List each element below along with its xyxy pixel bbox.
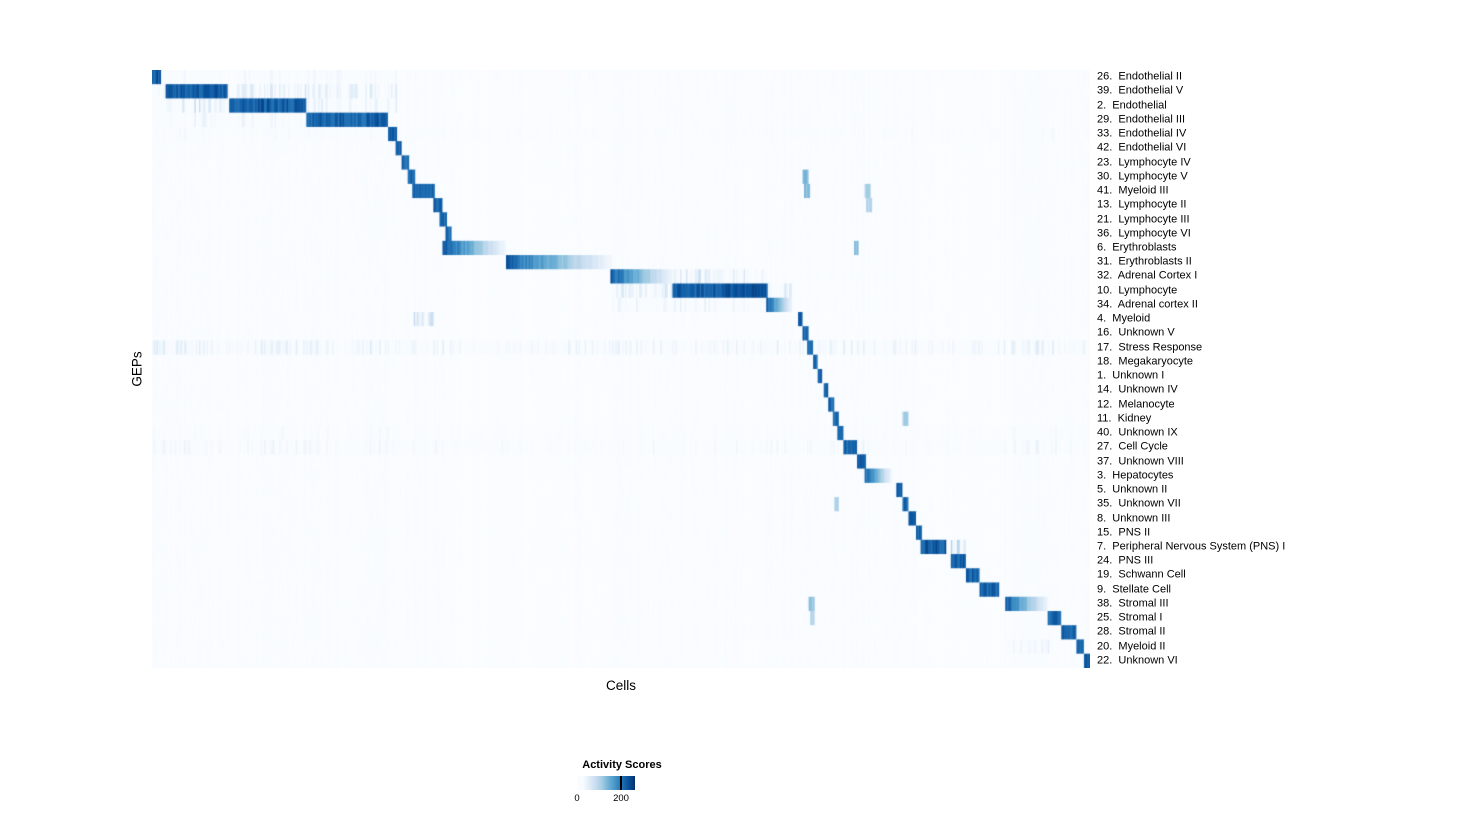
row-label: 29. Endothelial III <box>1097 113 1186 126</box>
row-label: 26. Endothelial II <box>1097 70 1183 83</box>
legend-tick-max: 200 <box>613 793 629 804</box>
row-label: 4. Myeloid <box>1097 312 1151 325</box>
legend: Activity Scores 0 200 <box>547 759 697 804</box>
row-label: 14. Unknown IV <box>1097 383 1178 396</box>
row-label: 42. Endothelial VI <box>1097 141 1187 154</box>
row-label: 19. Schwann Cell <box>1097 568 1186 581</box>
legend-colorbar-wrap: 0 200 <box>574 776 635 804</box>
legend-colorbar-gradient <box>577 776 635 790</box>
row-label: 17. Stress Response <box>1097 341 1203 354</box>
x-axis-title: Cells <box>605 678 636 693</box>
row-label: 9. Stellate Cell <box>1097 583 1171 596</box>
row-label: 11. Kidney <box>1097 412 1152 425</box>
row-label: 39. Endothelial V <box>1097 84 1184 97</box>
row-label: 3. Hepatocytes <box>1097 469 1174 482</box>
row-label: 25. Stromal I <box>1097 611 1163 624</box>
row-label: 22. Unknown VI <box>1097 654 1178 667</box>
row-label: 24. PNS III <box>1097 554 1154 567</box>
row-label: 23. Lymphocyte IV <box>1097 156 1191 169</box>
row-label: 2. Endothelial <box>1097 99 1167 112</box>
row-label: 13. Lymphocyte II <box>1097 198 1187 211</box>
row-label: 41. Myeloid III <box>1097 184 1169 197</box>
row-label: 12. Melanocyte <box>1097 398 1175 411</box>
row-label: 16. Unknown V <box>1097 326 1175 339</box>
row-label: 21. Lymphocyte III <box>1097 213 1190 225</box>
heatmap-canvas <box>152 70 1090 668</box>
row-label: 31. Erythroblasts II <box>1097 255 1192 268</box>
row-label: 8. Unknown III <box>1097 512 1171 524</box>
row-label: 32. Adrenal Cortex I <box>1097 269 1198 282</box>
row-label: 30. Lymphocyte V <box>1097 170 1188 183</box>
row-labels: 26. Endothelial II 39. Endothelial V 2. En… <box>1097 70 1457 668</box>
row-label: 5. Unknown II <box>1097 483 1168 496</box>
row-label: 35. Unknown VII <box>1097 497 1181 510</box>
row-label: 36. Lymphocyte VI <box>1097 227 1191 240</box>
row-label: 38. Stromal III <box>1097 597 1169 610</box>
row-label: 18. Megakaryocyte <box>1097 355 1193 368</box>
row-label: 15. PNS II <box>1097 526 1151 539</box>
row-label: 33. Endothelial IV <box>1097 127 1187 140</box>
row-label: 37. Unknown VIII <box>1097 455 1184 468</box>
row-label: 6. Erythroblasts <box>1097 241 1177 254</box>
row-label: 10. Lymphocyte <box>1097 284 1178 297</box>
row-label: 1. Unknown I <box>1097 369 1165 382</box>
row-label: 34. Adrenal cortex II <box>1097 298 1198 311</box>
row-label: 7. Peripheral Nervous System (PNS) I <box>1097 540 1286 553</box>
legend-tick-min: 0 <box>574 793 580 804</box>
legend-title: Activity Scores <box>582 759 662 771</box>
row-label: 27. Cell Cycle <box>1097 440 1168 453</box>
row-label: 20. Myeloid II <box>1097 640 1166 653</box>
y-axis-title: GEPs <box>129 351 145 387</box>
legend-tick-mark-200 <box>620 776 622 790</box>
row-label: 28. Stromal II <box>1097 625 1166 638</box>
row-label: 40. Unknown IX <box>1097 426 1178 439</box>
